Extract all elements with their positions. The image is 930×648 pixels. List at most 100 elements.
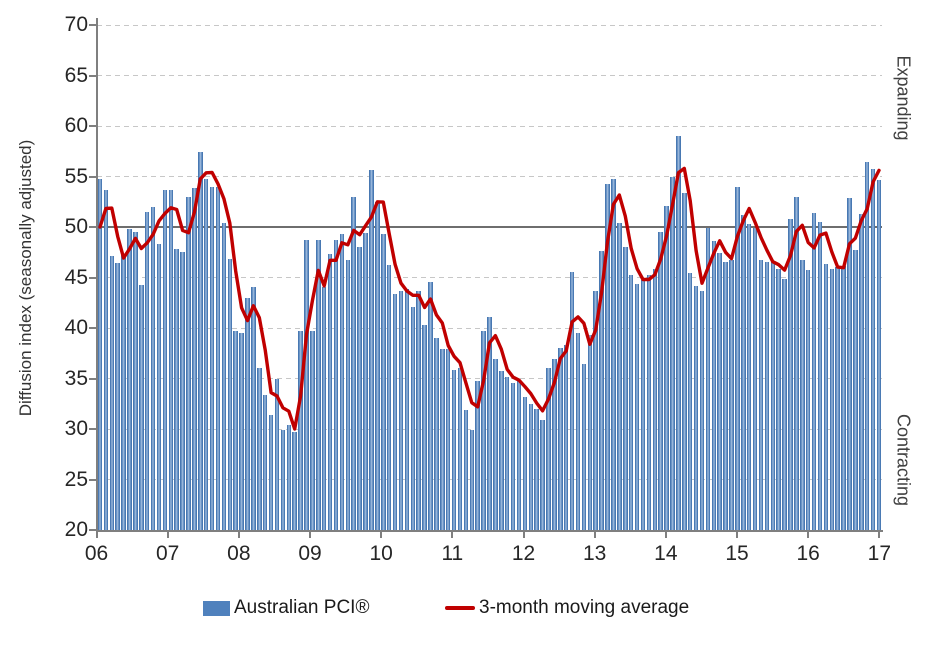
y-tick-25	[89, 478, 97, 481]
y-tick-50	[89, 226, 97, 228]
bar-month-97	[670, 176, 675, 530]
x-tick-label-06: 06	[84, 542, 109, 565]
bar-month-9	[150, 206, 156, 530]
bar-month-29	[268, 414, 274, 530]
bar-month-73	[528, 403, 534, 530]
bar-month-109	[741, 214, 746, 530]
bar-month-12	[168, 189, 174, 530]
bar-month-14	[180, 252, 185, 530]
bar-month-125	[835, 267, 840, 530]
legend-item-australian-pci: Australian PCI®	[203, 596, 369, 620]
bar-month-16	[192, 187, 197, 530]
legend-line-label: 3-month moving average	[479, 597, 690, 618]
x-tick-label-11: 11	[441, 542, 464, 565]
bar-month-102	[699, 290, 705, 530]
bar-month-96	[664, 205, 669, 530]
x-tick-06	[95, 531, 98, 538]
x-axis-line	[95, 529, 883, 532]
bar-month-27	[257, 368, 262, 530]
bar-month-42	[345, 260, 351, 530]
bar-month-62	[463, 409, 469, 530]
bar-month-11	[162, 189, 168, 530]
bar-month-113	[764, 262, 770, 530]
bar-month-25	[245, 297, 250, 530]
x-tick-16	[807, 531, 810, 538]
bar-month-22	[227, 259, 233, 530]
bar-month-81	[575, 333, 581, 530]
bar-month-119	[800, 260, 805, 530]
bar-month-106	[723, 262, 728, 530]
x-tick-label-17: 17	[867, 542, 892, 565]
bar-month-94	[652, 269, 657, 530]
bar-month-20	[215, 186, 221, 530]
bar-month-130	[864, 162, 870, 530]
bar-month-129	[859, 213, 864, 530]
bar-month-115	[776, 269, 781, 530]
y-tick-45	[89, 276, 97, 279]
bar-month-32	[286, 424, 292, 530]
y-tick-35	[89, 377, 97, 380]
bar-month-48	[381, 234, 386, 530]
bar-month-43	[351, 196, 356, 530]
bar-month-7	[139, 284, 144, 530]
bar-month-1	[103, 189, 109, 530]
bar-month-30	[274, 378, 280, 530]
bar-month-112	[758, 260, 764, 530]
y-tick-70	[89, 24, 97, 26]
x-tick-11	[451, 531, 454, 538]
bar-month-78	[558, 348, 563, 530]
bar-month-71	[516, 380, 522, 530]
x-tick-label-12: 12	[511, 542, 536, 565]
bar-month-41	[339, 234, 345, 530]
bar-month-67	[493, 359, 498, 530]
bar-month-34	[298, 331, 303, 530]
moving-average-polyline	[98, 166, 881, 431]
bar-month-118	[794, 196, 799, 530]
bar-month-74	[534, 408, 539, 530]
bar-month-87	[611, 178, 616, 530]
bar-month-131	[870, 169, 876, 530]
bar-month-23	[233, 331, 238, 530]
bar-month-2	[109, 256, 114, 530]
bar-month-35	[304, 240, 309, 530]
bar-month-126	[841, 266, 846, 530]
y-tick-55	[89, 175, 97, 178]
bar-month-116	[782, 278, 787, 530]
bar-month-6	[133, 232, 138, 530]
legend-item-moving-average: 3-month moving average	[445, 596, 689, 620]
bar-month-83	[587, 335, 593, 530]
y-tick-label-40: 40	[64, 316, 88, 339]
x-tick-09	[309, 531, 311, 538]
bar-month-76	[546, 368, 551, 530]
bar-month-72	[522, 396, 528, 530]
bar-month-10	[156, 244, 162, 530]
bar-month-36	[310, 331, 315, 530]
x-tick-label-14: 14	[654, 542, 678, 565]
bar-month-40	[333, 240, 339, 530]
y-tick-label-60: 60	[64, 114, 88, 137]
bar-month-21	[221, 222, 227, 530]
y-tick-label-35: 35	[64, 366, 88, 390]
x-tick-label-15: 15	[725, 542, 749, 565]
gridline-55	[97, 176, 882, 177]
y-tick-label-30: 30	[64, 417, 88, 440]
bar-month-28	[262, 394, 268, 530]
y-tick-label-45: 45	[64, 265, 88, 289]
bar-month-55	[422, 324, 427, 530]
bar-month-37	[316, 240, 321, 530]
x-tick-15	[736, 531, 739, 538]
bar-month-114	[770, 262, 776, 530]
y-tick-30	[89, 428, 97, 430]
bar-month-50	[392, 293, 398, 530]
y-tick-label-20: 20	[64, 518, 88, 541]
bar-month-75	[540, 419, 545, 530]
y-tick-label-65: 65	[64, 63, 88, 87]
x-tick-label-10: 10	[369, 542, 393, 565]
gridline-60	[97, 125, 882, 127]
bar-month-0	[97, 178, 103, 530]
bar-month-46	[369, 170, 374, 530]
bar-month-99	[682, 192, 687, 530]
bar-month-13	[174, 249, 179, 530]
bar-month-122	[817, 221, 823, 530]
